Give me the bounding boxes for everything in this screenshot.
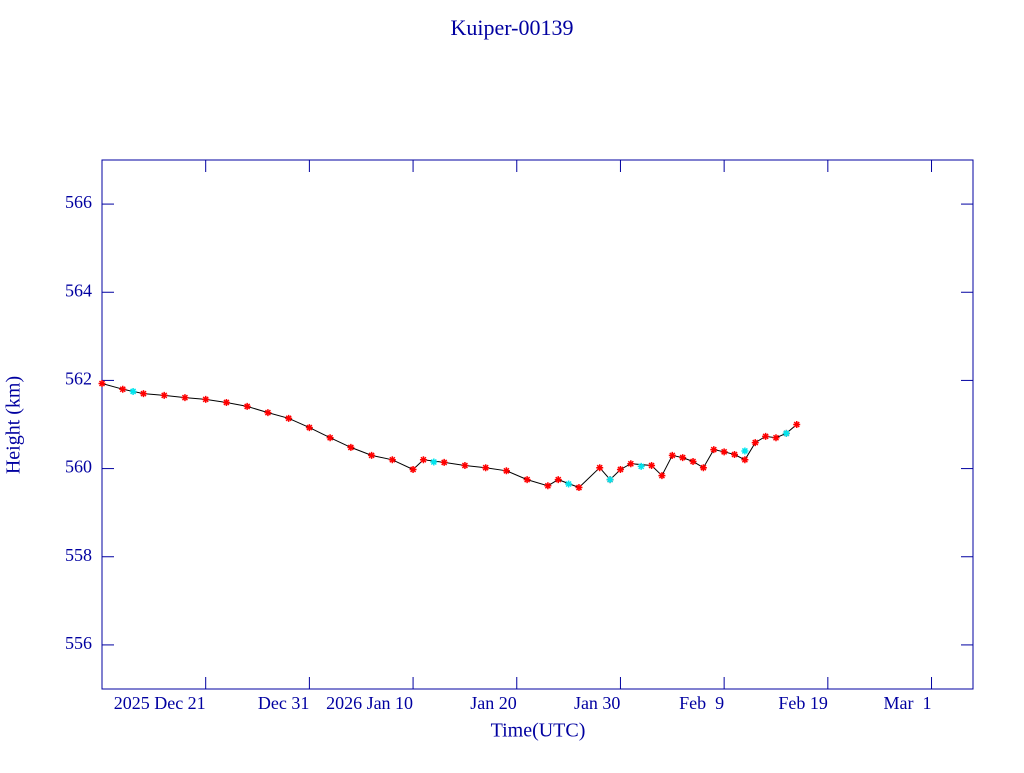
data-point (222, 398, 230, 406)
data-point (181, 394, 189, 402)
y-axis-label: Height (km) (3, 376, 25, 474)
data-point (202, 395, 210, 403)
data-point (679, 454, 687, 462)
data-point (699, 464, 707, 472)
data-point (637, 462, 645, 470)
data-point (689, 458, 697, 466)
x-tick-label: 2026 Jan 10 (326, 693, 413, 713)
data-point (762, 432, 770, 440)
data-point (616, 465, 624, 473)
data-point (554, 476, 562, 484)
data-point (575, 484, 583, 492)
data-point (430, 458, 438, 466)
data-point (129, 387, 137, 395)
data-point (648, 461, 656, 469)
data-point (710, 446, 718, 454)
data-point (98, 380, 106, 388)
y-tick-label: 564 (65, 280, 92, 300)
x-axis-label: Time(UTC) (491, 720, 586, 742)
x-tick-label: Jan 20 (470, 693, 517, 713)
data-point (419, 456, 427, 464)
data-point (502, 467, 510, 475)
x-tick-label: Feb 19 (778, 693, 828, 713)
plot-frame (101, 159, 974, 690)
data-point (720, 448, 728, 456)
y-tick-label: 556 (65, 633, 92, 653)
y-tick-label: 566 (65, 192, 92, 212)
data-point (285, 414, 293, 422)
data-point (326, 434, 334, 442)
x-tick-label: Dec 31 (258, 693, 309, 713)
x-tick-label: Mar 1 (884, 693, 932, 713)
data-point (627, 460, 635, 468)
data-point (741, 447, 749, 455)
data-point (388, 456, 396, 464)
data-point (482, 464, 490, 472)
data-point (793, 421, 801, 428)
chart-title: Kuiper-00139 (451, 15, 574, 40)
y-tick-label: 562 (65, 369, 92, 389)
data-point (731, 450, 739, 458)
data-point (772, 434, 780, 442)
data-point (596, 464, 604, 472)
data-point (461, 461, 469, 469)
y-tick-label: 558 (65, 545, 92, 565)
x-tick-label: Jan 30 (574, 693, 621, 713)
x-tick-label: 2025 Dec 21 (114, 693, 206, 713)
data-point (751, 439, 759, 447)
data-point (409, 465, 417, 473)
data-point (119, 385, 127, 393)
data-point (523, 476, 531, 484)
x-tick-label: Feb 9 (679, 693, 724, 713)
data-point (139, 390, 147, 398)
data-point (741, 456, 749, 464)
data-point (606, 476, 614, 484)
y-tick-label: 560 (65, 457, 92, 477)
data-point (440, 458, 448, 466)
data-point (668, 451, 676, 459)
data-point (368, 451, 376, 459)
data-point (160, 391, 168, 399)
data-point (347, 443, 355, 451)
data-point (264, 409, 272, 417)
data-point (782, 429, 790, 437)
data-point (305, 424, 313, 432)
data-point (565, 480, 573, 488)
data-point (544, 482, 552, 490)
data-point (658, 472, 666, 480)
data-point (243, 402, 251, 410)
